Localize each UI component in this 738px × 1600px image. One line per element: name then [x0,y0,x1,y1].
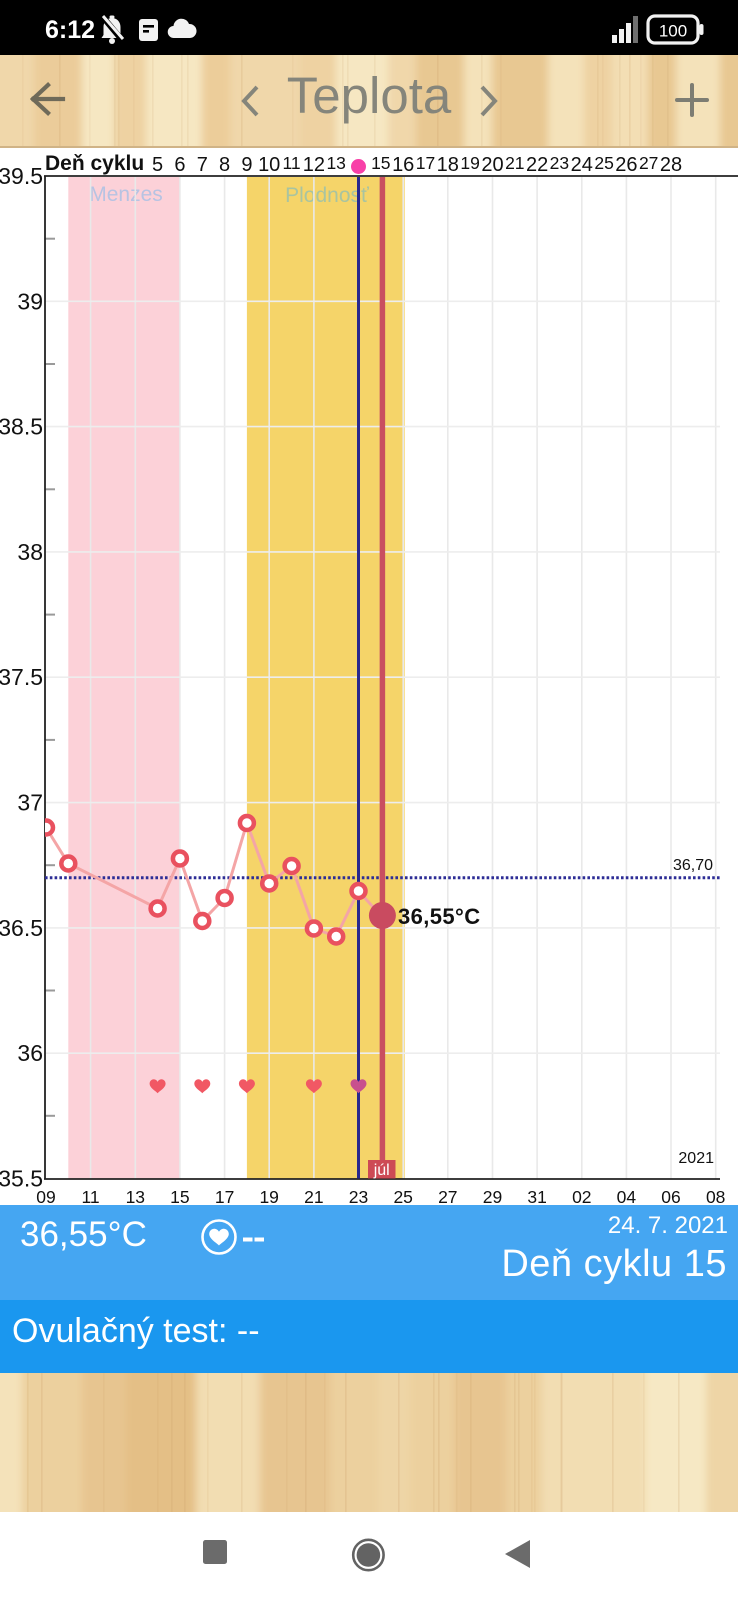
svg-text:6: 6 [174,154,185,176]
svg-text:12: 12 [303,154,325,176]
svg-text:19: 19 [259,1187,278,1205]
svg-text:36.5: 36.5 [0,915,43,941]
svg-text:16: 16 [392,154,414,176]
svg-text:19: 19 [460,153,479,173]
svg-text:júl: júl [373,1162,390,1179]
svg-text:09: 09 [36,1187,55,1205]
svg-text:31: 31 [527,1187,546,1205]
svg-text:29: 29 [483,1187,502,1205]
svg-text:24: 24 [571,154,593,176]
svg-text:21: 21 [505,153,524,173]
svg-text:38.5: 38.5 [0,414,43,440]
svg-text:Menzes: Menzes [89,183,163,206]
svg-text:39: 39 [17,288,43,314]
svg-text:08: 08 [706,1187,725,1205]
svg-text:36: 36 [17,1040,43,1066]
svg-text:2021: 2021 [678,1150,714,1167]
svg-text:Plodnosť: Plodnosť [285,184,370,207]
svg-text:9: 9 [241,154,252,176]
svg-text:27: 27 [438,1187,457,1205]
svg-text:18: 18 [437,154,459,176]
svg-text:25: 25 [594,153,613,173]
svg-text:38: 38 [17,539,43,565]
svg-text:37: 37 [17,790,43,816]
svg-text:23: 23 [349,1187,368,1205]
svg-text:17: 17 [215,1187,234,1205]
svg-text:27: 27 [639,153,658,173]
svg-text:39.5: 39.5 [0,163,43,189]
svg-text:22: 22 [526,154,548,176]
svg-text:36,70: 36,70 [673,857,713,874]
svg-text:5: 5 [152,154,163,176]
svg-text:13: 13 [326,153,345,173]
svg-text:35.5: 35.5 [0,1166,43,1192]
svg-text:20: 20 [481,154,503,176]
svg-text:13: 13 [126,1187,145,1205]
svg-text:Deň cyklu: Deň cyklu [45,152,144,175]
svg-text:15: 15 [170,1187,189,1205]
svg-text:7: 7 [197,154,208,176]
svg-text:26: 26 [615,154,637,176]
svg-text:23: 23 [550,153,569,173]
svg-text:28: 28 [660,154,682,176]
svg-text:11: 11 [82,1187,100,1205]
svg-text:17: 17 [416,153,435,173]
svg-text:37.5: 37.5 [0,664,43,690]
svg-text:36,55°C: 36,55°C [398,904,481,929]
svg-text:02: 02 [572,1187,591,1205]
svg-text:11: 11 [283,153,301,173]
svg-text:25: 25 [393,1187,412,1205]
svg-text:15: 15 [371,153,390,173]
svg-text:21: 21 [304,1187,323,1205]
svg-text:100: 100 [659,22,687,41]
svg-text:8: 8 [219,154,230,176]
svg-text:04: 04 [617,1187,637,1205]
svg-text:10: 10 [258,154,280,176]
svg-text:06: 06 [661,1187,680,1205]
